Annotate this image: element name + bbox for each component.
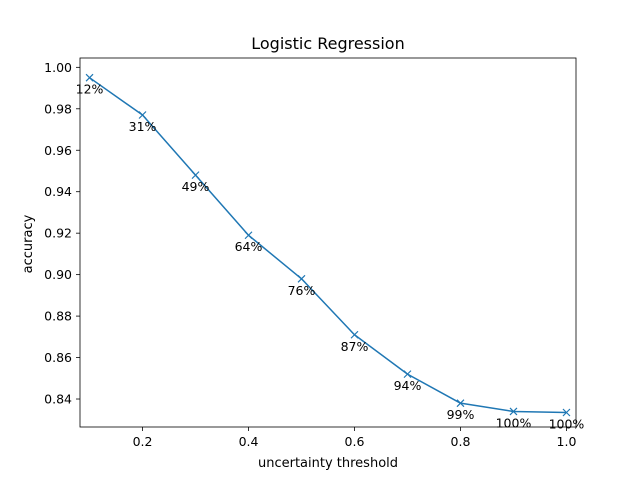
series-line <box>89 77 567 414</box>
y-tick-label: 0.94 <box>44 184 72 199</box>
data-point-marker <box>85 73 94 82</box>
y-tick-label: 0.84 <box>44 392 72 407</box>
data-label: 12% <box>76 82 104 97</box>
plot-area: 0.2 0.4 0.6 0.8 1.0 0.84 0.86 0.88 0.90 0.92 0.94 0… <box>44 57 585 449</box>
data-label: 94% <box>394 378 422 393</box>
data-label: 99% <box>447 407 475 422</box>
y-tick-label: 0.90 <box>44 267 72 282</box>
data-label: 64% <box>235 239 263 254</box>
data-label: 100% <box>549 416 585 431</box>
y-axis-label: accuracy <box>21 214 36 273</box>
data-label: 49% <box>182 179 210 194</box>
y-tick-label: 0.98 <box>44 101 72 116</box>
data-label: 76% <box>288 283 316 298</box>
data-point-marker <box>456 399 465 408</box>
data-point-marker <box>509 407 518 416</box>
axes-frame <box>79 57 577 428</box>
x-tick-label: 0.2 <box>133 434 153 449</box>
data-point-marker <box>562 408 571 417</box>
x-tick-label: 0.6 <box>345 434 365 449</box>
x-tick-label: 1.0 <box>557 434 577 449</box>
x-axis-label: uncertainty threshold <box>258 456 398 471</box>
data-point-marker <box>138 111 147 119</box>
data-point-marker <box>191 171 200 180</box>
x-tick-label: 0.8 <box>451 434 471 449</box>
y-tick-label: 0.86 <box>44 350 72 365</box>
y-tick-label: 0.92 <box>44 226 72 241</box>
data-point-marker <box>297 274 306 283</box>
chart-title: Logistic Regression <box>251 34 404 53</box>
data-label: 31% <box>129 119 157 134</box>
y-tick-label: 0.96 <box>44 143 72 158</box>
x-tick-label: 0.4 <box>239 434 259 449</box>
y-tick-label: 0.88 <box>44 309 72 324</box>
data-label: 100% <box>496 415 532 430</box>
data-point-marker <box>350 330 359 339</box>
data-point-marker <box>244 231 253 240</box>
y-tick-label: 1.00 <box>44 60 72 75</box>
data-point-marker <box>403 370 412 379</box>
data-label: 87% <box>341 339 369 354</box>
